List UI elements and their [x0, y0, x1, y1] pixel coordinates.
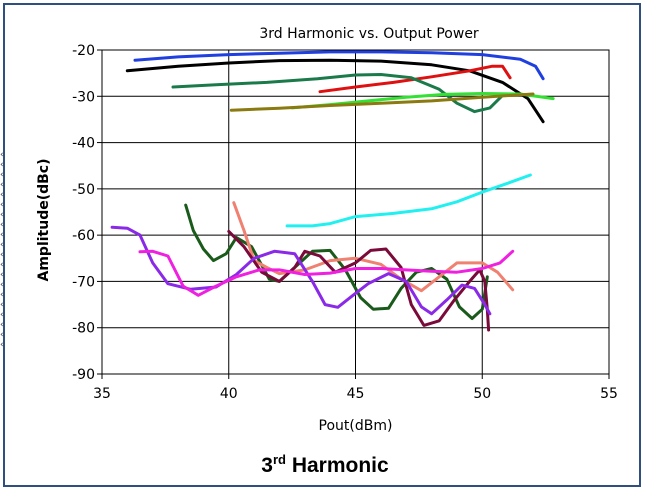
series-line-6	[229, 92, 535, 112]
y-tick-label: -50	[72, 182, 95, 198]
series-line-11	[110, 225, 492, 316]
x-tick-label: 35	[93, 386, 111, 402]
x-tick-label: 45	[347, 386, 365, 402]
grid	[101, 49, 610, 375]
series-group	[110, 50, 555, 332]
caption-number: 3	[261, 454, 273, 477]
series-line-9	[232, 201, 515, 293]
x-tick-label: 50	[473, 386, 491, 402]
series-line-10	[227, 229, 491, 332]
series-line-7	[285, 173, 532, 228]
series-line-12	[138, 249, 515, 297]
caption-superscript: rd	[272, 452, 286, 467]
figure-caption: 3rd Harmonic	[0, 452, 650, 478]
series-line-3	[318, 64, 512, 94]
ticks: -20 -30 -40 -50 -60 -70 -80 -90 35 40 45 50 55	[72, 43, 618, 402]
y-tick-label: -80	[72, 321, 95, 337]
edge-marks: ‹ ‹ ‹ ‹ ‹ ‹ ‹ ‹ ‹ ‹ ‹ ‹ ‹ ‹ ‹ ‹ ‹ ‹ ‹ ‹	[0, 150, 4, 350]
y-axis-title: Amplitude(dBc)	[36, 158, 52, 281]
series-line-1	[133, 50, 545, 81]
x-tick-label: 55	[600, 386, 618, 402]
chart-title: 3rd Harmonic vs. Output Power	[259, 26, 479, 42]
caption-text: Harmonic	[285, 454, 389, 477]
y-tick-label: -20	[72, 43, 95, 59]
x-tick-label: 40	[220, 386, 238, 402]
x-axis-title: Pout(dBm)	[319, 418, 393, 434]
y-tick-label: -30	[72, 89, 95, 105]
y-tick-label: -40	[72, 136, 95, 152]
y-tick-label: -90	[72, 367, 95, 383]
series-line-4	[171, 73, 504, 114]
y-tick-label: -70	[72, 274, 95, 290]
series-line-2	[125, 58, 545, 124]
series-line-8	[184, 203, 489, 320]
y-tick-label: -60	[72, 228, 95, 244]
chart-frame	[3, 3, 641, 487]
